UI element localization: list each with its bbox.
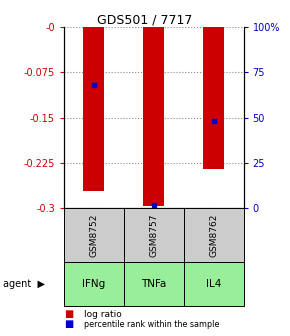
Bar [203,27,224,169]
Text: GSM8757: GSM8757 [149,213,158,257]
Bar [143,27,164,206]
Text: IFNg: IFNg [82,279,105,289]
Text: GSM8762: GSM8762 [209,213,218,257]
Text: ■: ■ [64,309,73,319]
Text: IL4: IL4 [206,279,221,289]
Text: agent  ▶: agent ▶ [3,279,45,289]
Text: ■: ■ [64,319,73,329]
Text: TNFa: TNFa [141,279,166,289]
Text: GDS501 / 7717: GDS501 / 7717 [97,13,193,27]
Text: percentile rank within the sample: percentile rank within the sample [84,320,220,329]
Text: log ratio: log ratio [84,310,122,319]
Bar [83,27,104,192]
Text: GSM8752: GSM8752 [89,213,98,257]
